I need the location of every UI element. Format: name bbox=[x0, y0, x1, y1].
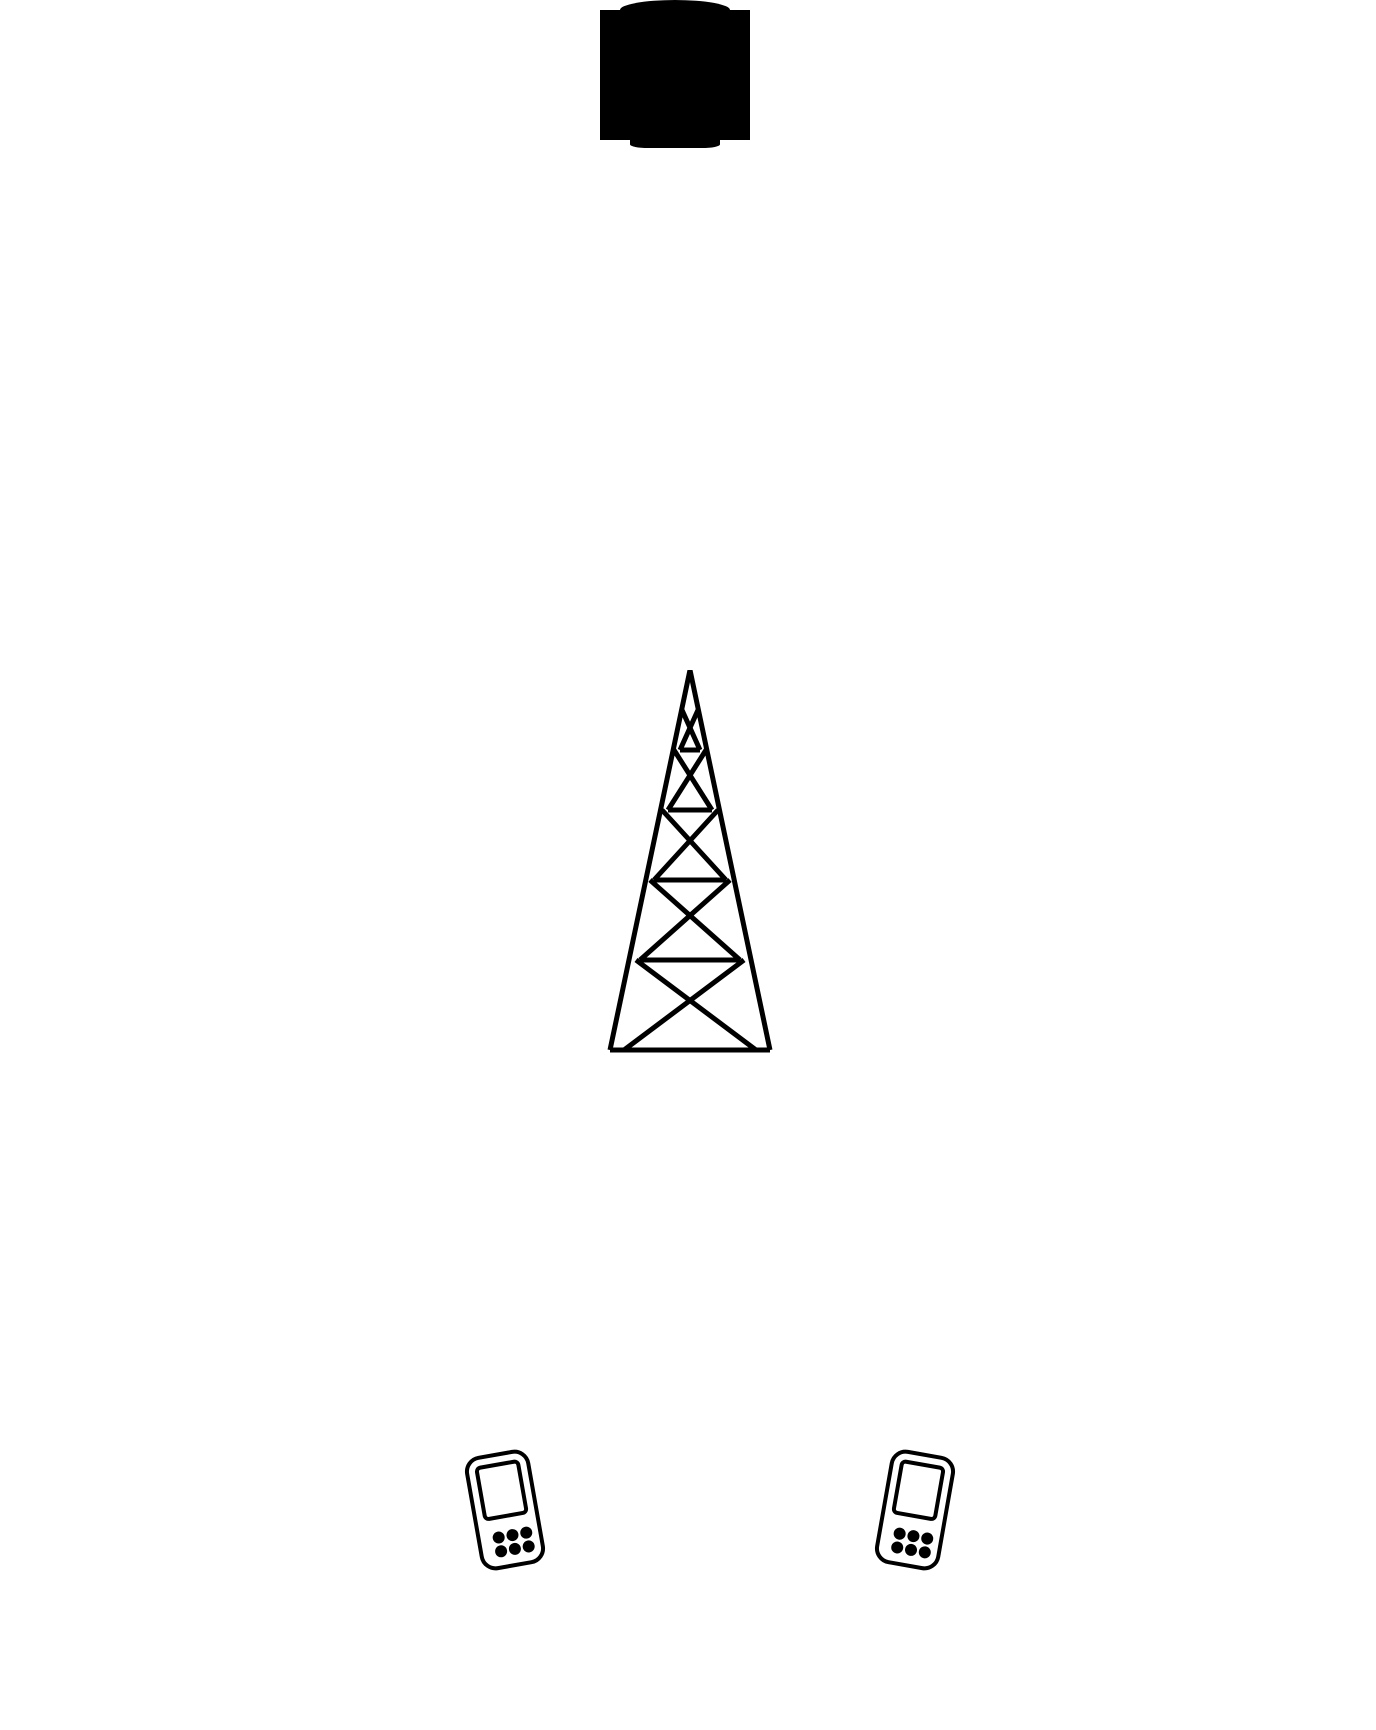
base-station-icon bbox=[600, 670, 780, 1065]
gateway-icon bbox=[600, 10, 750, 140]
ue2-icon bbox=[870, 1440, 960, 1585]
ue1-icon bbox=[460, 1440, 550, 1585]
network-diagram bbox=[0, 0, 1376, 1730]
